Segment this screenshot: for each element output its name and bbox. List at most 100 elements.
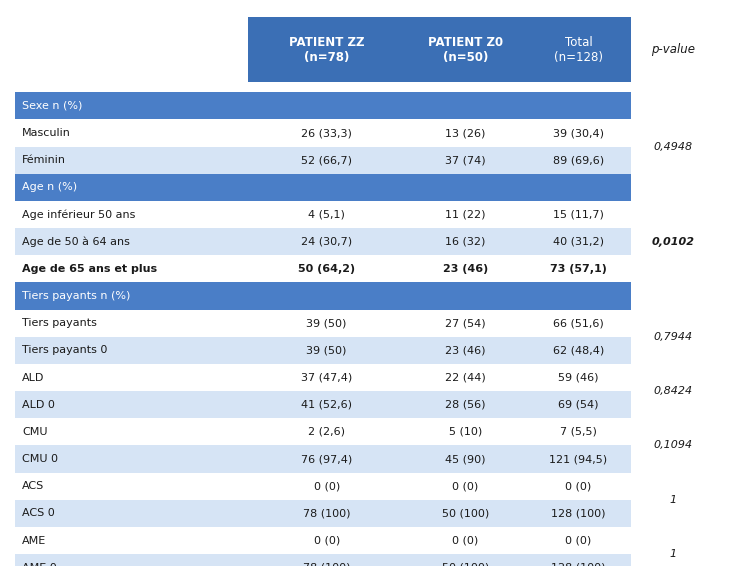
- Bar: [631, 527, 715, 554]
- Text: ALD 0: ALD 0: [22, 400, 55, 410]
- Text: Age n (%): Age n (%): [22, 182, 77, 192]
- Text: 27 (54): 27 (54): [445, 318, 485, 328]
- Text: 39 (50): 39 (50): [307, 345, 347, 355]
- Text: 59 (46): 59 (46): [558, 372, 599, 383]
- Text: 0 (0): 0 (0): [314, 535, 339, 546]
- Text: 41 (52,6): 41 (52,6): [301, 400, 352, 410]
- Bar: [631, 445, 715, 473]
- Text: 50 (100): 50 (100): [442, 508, 489, 518]
- Text: 73 (57,1): 73 (57,1): [550, 264, 607, 274]
- Text: 0,0102: 0,0102: [652, 237, 695, 247]
- Bar: [631, 201, 715, 228]
- Text: 0 (0): 0 (0): [566, 535, 591, 546]
- Text: PATIENT ZZ
(n=78): PATIENT ZZ (n=78): [289, 36, 364, 63]
- Bar: [15, 282, 631, 310]
- Bar: [631, 500, 715, 527]
- Text: Tiers payants 0: Tiers payants 0: [22, 345, 107, 355]
- Text: Age de 50 à 64 ans: Age de 50 à 64 ans: [22, 237, 130, 247]
- Bar: [631, 92, 715, 119]
- Text: ACS 0: ACS 0: [22, 508, 55, 518]
- Text: AME 0: AME 0: [22, 563, 57, 566]
- Bar: [631, 255, 715, 282]
- Text: ALD: ALD: [22, 372, 45, 383]
- Bar: [15, 92, 631, 119]
- Text: 62 (48,4): 62 (48,4): [553, 345, 604, 355]
- Bar: [631, 391, 715, 418]
- Text: 26 (33,3): 26 (33,3): [301, 128, 352, 138]
- Text: 23 (46): 23 (46): [443, 264, 488, 274]
- Text: 15 (11,7): 15 (11,7): [553, 209, 604, 220]
- Text: 89 (69,6): 89 (69,6): [553, 155, 604, 165]
- Text: 0 (0): 0 (0): [453, 481, 478, 491]
- Text: CMU 0: CMU 0: [22, 454, 58, 464]
- Text: Tiers payants: Tiers payants: [22, 318, 97, 328]
- Text: 52 (66,7): 52 (66,7): [301, 155, 352, 165]
- Text: 0 (0): 0 (0): [314, 481, 339, 491]
- Bar: [15, 174, 631, 201]
- Bar: [15, 119, 631, 147]
- Text: 128 (100): 128 (100): [551, 563, 606, 566]
- Text: 128 (100): 128 (100): [551, 508, 606, 518]
- Bar: [15, 500, 631, 527]
- Text: 4 (5,1): 4 (5,1): [308, 209, 345, 220]
- Text: 23 (46): 23 (46): [445, 345, 485, 355]
- Text: CMU: CMU: [22, 427, 47, 437]
- Text: 5 (10): 5 (10): [449, 427, 482, 437]
- Bar: [15, 554, 631, 566]
- Bar: [631, 282, 715, 310]
- Text: 16 (32): 16 (32): [445, 237, 485, 247]
- Text: 76 (97,4): 76 (97,4): [301, 454, 353, 464]
- Text: 11 (22): 11 (22): [445, 209, 485, 220]
- Text: Age inférieur 50 ans: Age inférieur 50 ans: [22, 209, 135, 220]
- Bar: [631, 473, 715, 500]
- Bar: [631, 364, 715, 391]
- Text: 1: 1: [670, 549, 677, 559]
- Text: 37 (47,4): 37 (47,4): [301, 372, 353, 383]
- Text: AME: AME: [22, 535, 46, 546]
- Text: p-value: p-value: [651, 43, 696, 56]
- Bar: [15, 445, 631, 473]
- Text: 121 (94,5): 121 (94,5): [550, 454, 607, 464]
- Text: 0,7944: 0,7944: [654, 332, 693, 342]
- Text: 50 (100): 50 (100): [442, 563, 489, 566]
- Bar: [631, 228, 715, 255]
- Bar: [631, 418, 715, 445]
- Bar: [15, 391, 631, 418]
- Bar: [15, 418, 631, 445]
- Text: 37 (74): 37 (74): [445, 155, 485, 165]
- Text: 1: 1: [670, 495, 677, 505]
- Text: 39 (30,4): 39 (30,4): [553, 128, 604, 138]
- Text: PATIENT Z0
(n=50): PATIENT Z0 (n=50): [428, 36, 503, 63]
- Text: 28 (56): 28 (56): [445, 400, 485, 410]
- Text: 40 (31,2): 40 (31,2): [553, 237, 604, 247]
- Bar: [631, 147, 715, 174]
- Text: 0,4948: 0,4948: [654, 142, 693, 152]
- Text: Tiers payants n (%): Tiers payants n (%): [22, 291, 130, 301]
- Bar: [15, 473, 631, 500]
- Text: Masculin: Masculin: [22, 128, 71, 138]
- Text: 78 (100): 78 (100): [303, 563, 350, 566]
- Text: 50 (64,2): 50 (64,2): [298, 264, 356, 274]
- Text: 7 (5,5): 7 (5,5): [560, 427, 597, 437]
- Text: 45 (90): 45 (90): [445, 454, 485, 464]
- Text: 0,8424: 0,8424: [654, 386, 693, 396]
- Bar: [15, 364, 631, 391]
- Text: 69 (54): 69 (54): [558, 400, 599, 410]
- Bar: [15, 310, 631, 337]
- Text: 78 (100): 78 (100): [303, 508, 350, 518]
- Text: ACS: ACS: [22, 481, 44, 491]
- Bar: [15, 255, 631, 282]
- Text: Féminin: Féminin: [22, 155, 66, 165]
- Bar: [631, 337, 715, 364]
- Text: Age de 65 ans et plus: Age de 65 ans et plus: [22, 264, 157, 274]
- Text: 13 (26): 13 (26): [445, 128, 485, 138]
- Text: 24 (30,7): 24 (30,7): [301, 237, 353, 247]
- Bar: [631, 174, 715, 201]
- Text: 22 (44): 22 (44): [445, 372, 485, 383]
- Bar: [631, 310, 715, 337]
- Bar: [631, 119, 715, 147]
- Bar: [15, 228, 631, 255]
- Bar: [15, 147, 631, 174]
- Bar: [15, 337, 631, 364]
- Text: Total
(n=128): Total (n=128): [554, 36, 603, 63]
